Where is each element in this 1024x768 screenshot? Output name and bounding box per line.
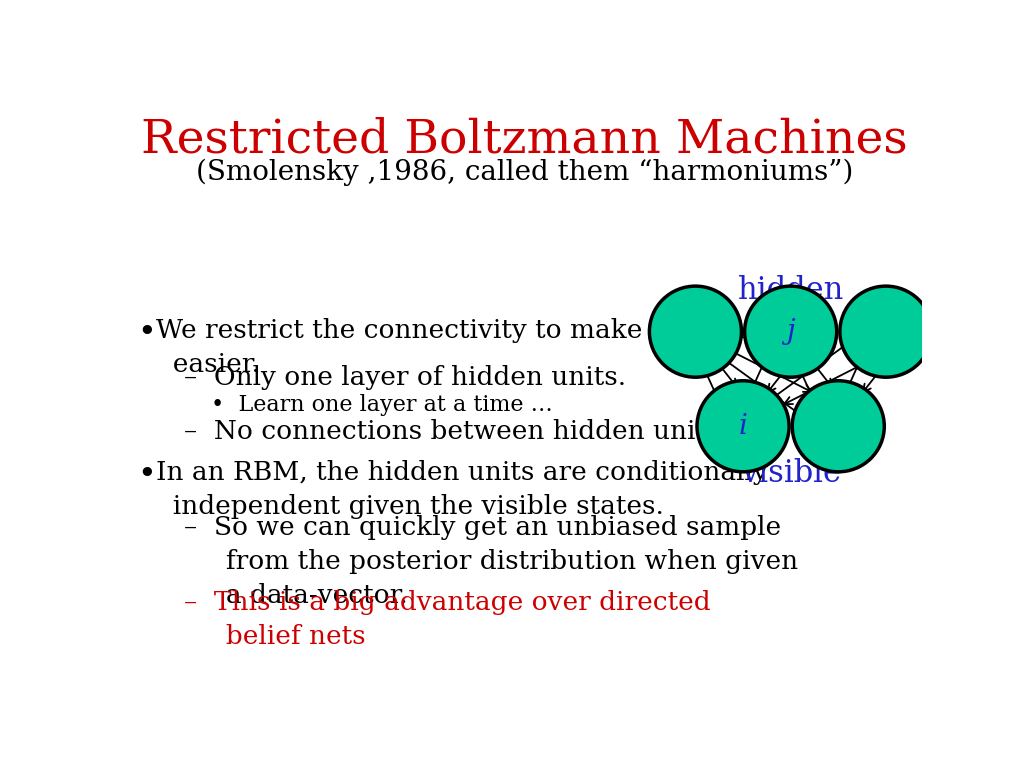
Text: –  Only one layer of hidden units.: – Only one layer of hidden units. [183, 366, 626, 390]
Ellipse shape [697, 381, 790, 472]
Text: –  This is a big advantage over directed
     belief nets: – This is a big advantage over directed … [183, 590, 711, 649]
Text: (Smolensky ,1986, called them “harmoniums”): (Smolensky ,1986, called them “harmonium… [197, 158, 853, 186]
Text: j: j [786, 318, 795, 345]
Text: Restricted Boltzmann Machines: Restricted Boltzmann Machines [141, 117, 908, 162]
Text: •: • [137, 318, 157, 349]
Ellipse shape [649, 286, 741, 377]
Ellipse shape [793, 381, 885, 472]
Text: •  Learn one layer at a time …: • Learn one layer at a time … [211, 394, 553, 415]
Ellipse shape [840, 286, 932, 377]
Text: –  No connections between hidden units.: – No connections between hidden units. [183, 419, 727, 444]
Text: •: • [137, 460, 157, 491]
Text: i: i [738, 412, 748, 440]
Text: visible: visible [740, 458, 841, 489]
Text: We restrict the connectivity to make learning
  easier.: We restrict the connectivity to make lea… [156, 318, 763, 377]
Text: –  So we can quickly get an unbiased sample
     from the posterior distribution: – So we can quickly get an unbiased samp… [183, 515, 798, 608]
Text: hidden: hidden [737, 275, 844, 306]
Ellipse shape [744, 286, 837, 377]
Text: In an RBM, the hidden units are conditionally
  independent given the visible st: In an RBM, the hidden units are conditio… [156, 460, 768, 519]
